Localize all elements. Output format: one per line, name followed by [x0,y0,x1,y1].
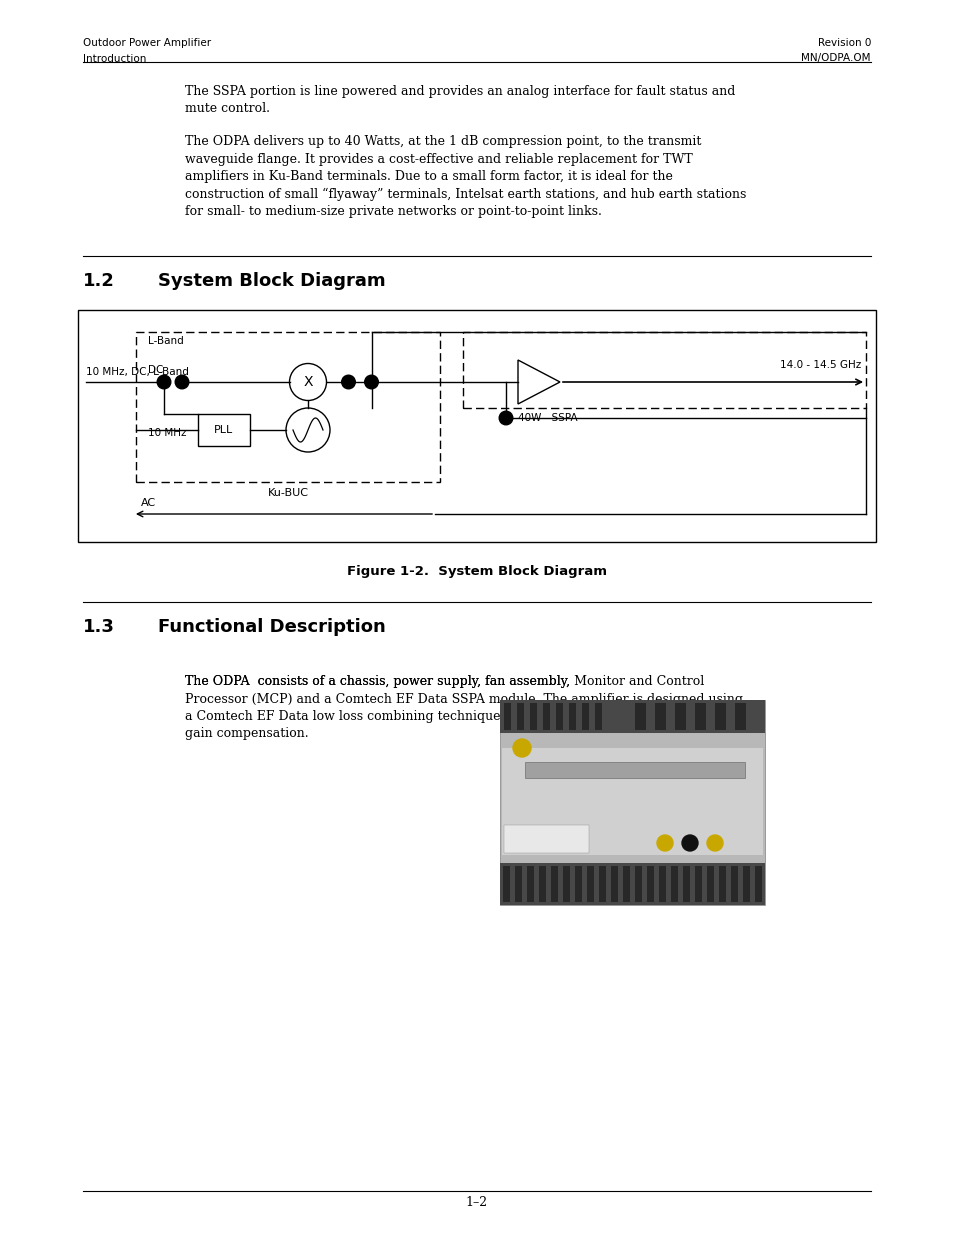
Text: DC: DC [148,366,163,375]
Bar [670,866,678,902]
Text: 1.2: 1.2 [83,272,114,290]
Text: The ODPA  consists of a chassis, power supply, fan assembly,: The ODPA consists of a chassis, power su… [185,676,574,688]
Bar [659,866,665,902]
Bar [551,866,558,902]
Bar [515,866,521,902]
Bar [501,748,762,855]
Bar [530,703,537,730]
Bar [517,703,523,730]
Circle shape [657,835,672,851]
Text: 1–2: 1–2 [465,1195,488,1209]
Bar [502,866,510,902]
Bar [675,703,685,730]
Bar [136,332,439,482]
Bar [734,703,745,730]
Bar [695,866,701,902]
Text: System Block Diagram: System Block Diagram [158,272,385,290]
Bar [198,414,250,447]
Text: Figure 1-2.  System Block Diagram: Figure 1-2. System Block Diagram [347,564,606,578]
Bar [526,866,534,902]
Text: Revision 0: Revision 0 [817,38,870,48]
Text: The ODPA delivers up to 40 Watts, at the 1 dB compression point, to the transmit: The ODPA delivers up to 40 Watts, at the… [185,135,745,219]
Text: 14.0 - 14.5 GHz: 14.0 - 14.5 GHz [779,359,861,370]
Text: Outdoor Power Amplifier: Outdoor Power Amplifier [83,38,211,48]
Bar [595,703,601,730]
Bar [598,866,605,902]
Circle shape [681,835,698,851]
Bar [556,703,562,730]
Bar [655,703,665,730]
Bar [562,866,569,902]
Circle shape [175,375,189,389]
Bar [742,866,749,902]
Circle shape [706,835,722,851]
Text: 40W - SSPA: 40W - SSPA [517,412,577,424]
Bar [499,863,764,905]
Text: Introduction: Introduction [83,53,146,63]
Bar [635,703,645,730]
Bar [730,866,738,902]
Bar [503,703,511,730]
Bar [719,866,725,902]
Text: AC: AC [141,498,156,508]
Bar [646,866,654,902]
Bar [622,866,629,902]
Circle shape [157,375,171,389]
Bar [586,866,594,902]
Bar [754,866,761,902]
Bar [575,866,581,902]
Bar [714,703,725,730]
Text: 10 MHz: 10 MHz [148,429,186,438]
Text: 1.3: 1.3 [83,618,114,636]
Bar [78,310,875,542]
Bar [524,762,744,778]
Text: 10 MHz, DC, L-Band: 10 MHz, DC, L-Band [86,367,189,377]
Circle shape [513,739,531,757]
Bar [581,703,588,730]
Bar [503,825,588,853]
Circle shape [364,375,378,389]
Text: L-Band: L-Band [148,336,184,346]
Bar [462,332,865,408]
Bar [499,700,764,734]
Circle shape [498,411,513,425]
Text: Ku-BUC: Ku-BUC [267,488,308,498]
Bar [610,866,618,902]
Text: The ODPA  consists of a chassis, power supply, fan assembly, ​Monitor and Contro: The ODPA consists of a chassis, power su… [185,676,703,688]
Text: X: X [303,375,313,389]
Text: PLL: PLL [214,425,233,435]
Bar [542,703,550,730]
Bar [538,866,545,902]
Bar [682,866,689,902]
Text: The SSPA portion is line powered and provides an analog interface for fault stat: The SSPA portion is line powered and pro… [185,85,735,116]
Text: MN/ODPA.OM: MN/ODPA.OM [801,53,870,63]
Text: Functional Description: Functional Description [158,618,385,636]
Bar [706,866,713,902]
Bar [568,703,576,730]
Bar [695,703,705,730]
Bar [499,700,764,905]
Circle shape [341,375,355,389]
Text: The ODPA  consists of a chassis, power supply, fan assembly, Monitor and Control: The ODPA consists of a chassis, power su… [185,676,752,741]
Bar [635,866,641,902]
